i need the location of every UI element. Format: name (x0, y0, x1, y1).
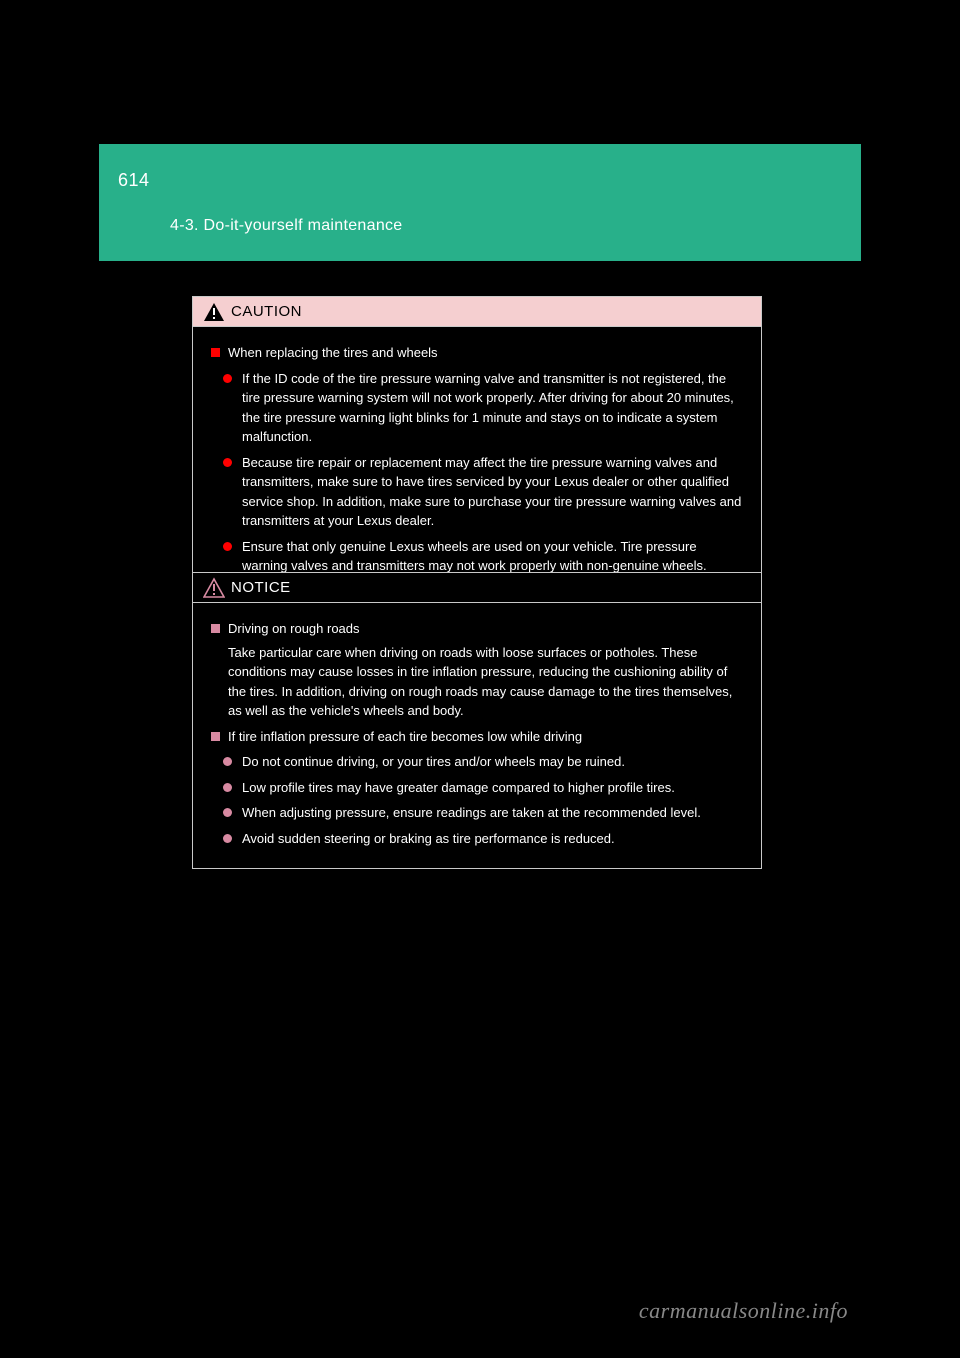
notice-item: Do not continue driving, or your tires a… (223, 752, 743, 772)
notice-heading-row: Driving on rough roads (211, 619, 743, 639)
notice-triangle-icon (203, 577, 225, 599)
square-bullet-icon (211, 732, 220, 741)
round-bullet-icon (223, 834, 232, 843)
notice-item-text: When adjusting pressure, ensure readings… (242, 803, 743, 823)
notice-item-text: Avoid sudden steering or braking as tire… (242, 829, 743, 849)
caution-item: Because tire repair or replacement may a… (223, 453, 743, 531)
notice-item: Low profile tires may have greater damag… (223, 778, 743, 798)
notice-item: Avoid sudden steering or braking as tire… (223, 829, 743, 849)
notice-item-text: Do not continue driving, or your tires a… (242, 752, 743, 772)
caution-body: When replacing the tires and wheels If t… (193, 327, 761, 596)
caution-item: If the ID code of the tire pressure warn… (223, 369, 743, 447)
round-bullet-icon (223, 757, 232, 766)
caution-box: CAUTION When replacing the tires and whe… (192, 296, 762, 597)
notice-title-bar: NOTICE (193, 573, 761, 603)
caution-item-text: Ensure that only genuine Lexus wheels ar… (242, 537, 743, 576)
square-bullet-icon (211, 348, 220, 357)
caution-heading: When replacing the tires and wheels (228, 343, 743, 363)
header-band (99, 144, 861, 261)
notice-item: When adjusting pressure, ensure readings… (223, 803, 743, 823)
round-bullet-icon (223, 458, 232, 467)
notice-heading: Driving on rough roads (228, 619, 743, 639)
round-bullet-icon (223, 542, 232, 551)
section-breadcrumb: 4-3. Do-it-yourself maintenance (170, 217, 403, 235)
notice-heading-row: If tire inflation pressure of each tire … (211, 727, 743, 747)
notice-body: Driving on rough roads Take particular c… (193, 603, 761, 868)
caution-title-bar: CAUTION (193, 297, 761, 327)
notice-heading: If tire inflation pressure of each tire … (228, 727, 743, 747)
caution-label: CAUTION (231, 303, 302, 320)
notice-label: NOTICE (231, 579, 291, 596)
caution-item: Ensure that only genuine Lexus wheels ar… (223, 537, 743, 576)
notice-item-text: Low profile tires may have greater damag… (242, 778, 743, 798)
page-number: 614 (118, 170, 150, 191)
caution-heading-row: When replacing the tires and wheels (211, 343, 743, 363)
watermark-text: carmanualsonline.info (639, 1298, 848, 1324)
notice-box: NOTICE Driving on rough roads Take parti… (192, 572, 762, 869)
round-bullet-icon (223, 783, 232, 792)
caution-item-text: If the ID code of the tire pressure warn… (242, 369, 743, 447)
notice-paragraph: Take particular care when driving on roa… (228, 643, 743, 721)
round-bullet-icon (223, 808, 232, 817)
warning-triangle-icon (203, 301, 225, 323)
round-bullet-icon (223, 374, 232, 383)
caution-item-text: Because tire repair or replacement may a… (242, 453, 743, 531)
manual-page: 614 4-3. Do-it-yourself maintenance CAUT… (0, 0, 960, 1358)
square-bullet-icon (211, 624, 220, 633)
